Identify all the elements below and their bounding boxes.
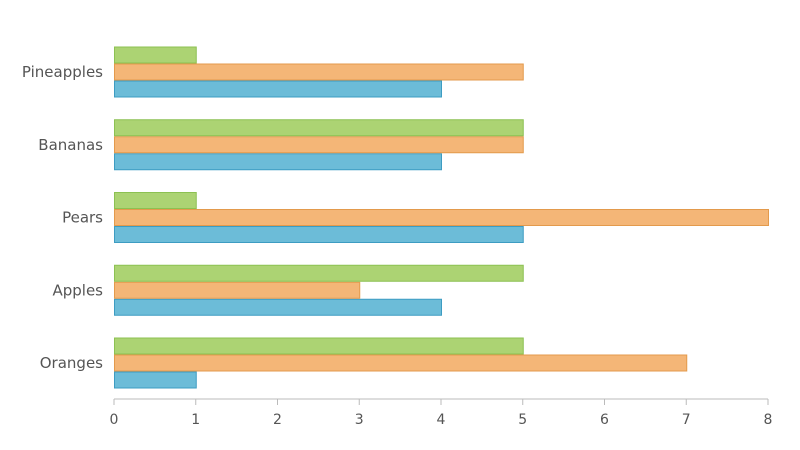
bar-oranges-series-2 (114, 354, 688, 372)
x-tick-label-4: 4 (437, 412, 446, 428)
bar-oranges-series-1 (114, 371, 197, 389)
bar-bananas-series-3 (114, 119, 524, 137)
category-label-bananas: Bananas (38, 136, 103, 154)
bar-pears-series-1 (114, 226, 524, 243)
category-label-pineapples: Pineapples (22, 63, 103, 81)
bar-pineapples-series-3 (114, 46, 197, 64)
bar-apples-series-1 (114, 298, 442, 316)
bar-pears-series-2 (114, 209, 769, 226)
x-tick-label-5: 5 (518, 412, 527, 428)
bar-oranges-series-3 (114, 337, 524, 355)
x-tick-label-6: 6 (600, 412, 609, 428)
x-tick-label-3: 3 (355, 412, 364, 428)
bar-pineapples-series-1 (114, 80, 442, 98)
x-tick-label-8: 8 (764, 412, 773, 428)
category-label-apples: Apples (52, 281, 103, 299)
bar-bananas-series-1 (114, 153, 442, 171)
category-labels: Oranges Apples Pears Bananas Pineapples (22, 63, 103, 372)
bar-pineapples-series-2 (114, 63, 524, 81)
bar-bananas-series-2 (114, 136, 524, 154)
category-label-pears: Pears (62, 209, 103, 227)
x-tick-label-7: 7 (682, 412, 691, 428)
x-tick-label-1: 1 (191, 412, 200, 428)
bar-apples-series-3 (114, 264, 524, 282)
x-tick-label-0: 0 (110, 412, 119, 428)
bar-pears-series-3 (114, 192, 197, 209)
x-tick-label-2: 2 (273, 412, 282, 428)
bars-layer (114, 46, 769, 389)
x-tick-labels: 0 1 2 3 4 5 6 7 8 (110, 399, 773, 428)
bar-apples-series-2 (114, 281, 361, 299)
category-label-oranges: Oranges (40, 354, 103, 372)
